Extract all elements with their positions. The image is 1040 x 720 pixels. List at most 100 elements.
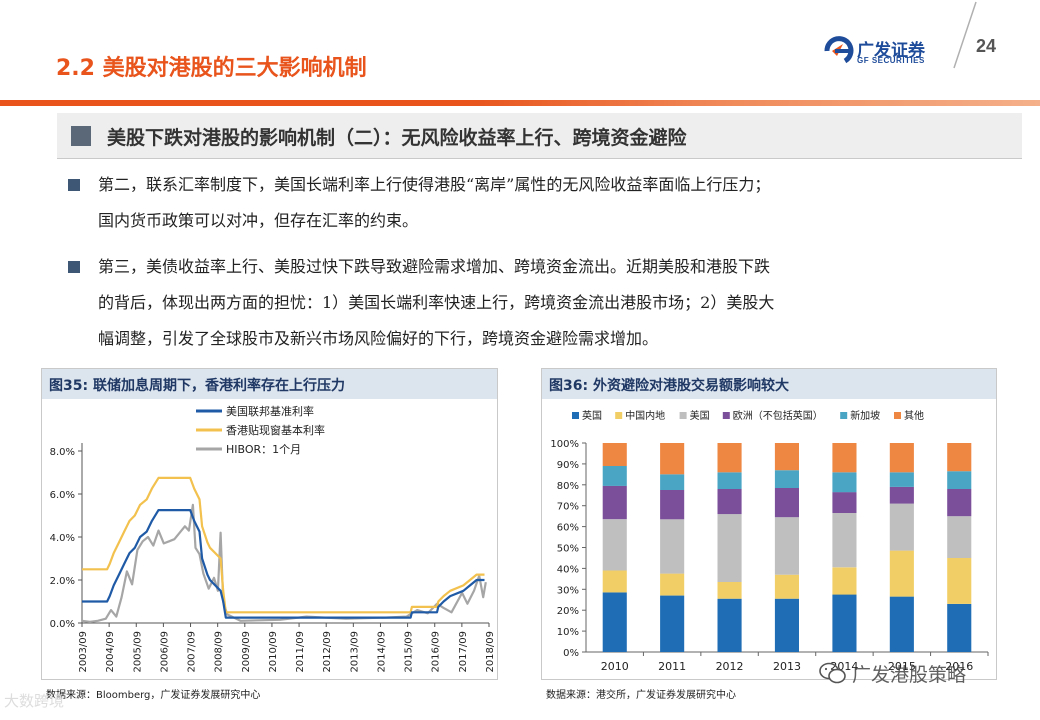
- logo-text: 广发证券: [857, 41, 925, 61]
- y-tick-label: 0%: [563, 648, 579, 659]
- page-title: 2.2 美股对港股的三大影响机制: [56, 56, 367, 81]
- x-tick-label: 2005/09: [132, 631, 143, 673]
- figure-36-panel: 图36: 外资避险对港股交易额影响较大 0% 10% 20% 30% 40% 50% 60%…: [541, 368, 997, 680]
- bar-segment: [889, 486, 914, 504]
- bar-segment: [832, 472, 857, 493]
- bullet-line: 幅调整，引发了全球股市及新兴市场风险偏好的下行，跨境资金避险需求增加。: [98, 329, 659, 348]
- x-tick-label: 2009/09: [241, 631, 252, 673]
- x-tick-label: 2008/09: [214, 631, 225, 673]
- x-tick-label: 2010: [601, 660, 629, 673]
- x-tick-label: 2015: [888, 660, 916, 673]
- section-heading: 美股下跌对港股的影响机制（二）：无风险收益率上行、跨境资金避险: [107, 127, 687, 149]
- bullet-square-icon: [68, 261, 80, 273]
- x-tick-label: 2012/09: [322, 631, 333, 673]
- x-tick-label: 2016: [945, 660, 973, 673]
- bar-segment: [660, 519, 685, 574]
- bar-segment: [889, 596, 914, 652]
- figure-35-source: 数据来源：Bloomberg，广发证券发展研究中心: [46, 690, 261, 701]
- bar-segment: [889, 550, 914, 597]
- header-rule: [0, 100, 1040, 106]
- bar-segment: [889, 472, 914, 487]
- x-tick-label: 2004/09: [105, 631, 116, 673]
- logo-subtext: GF SECURITIES: [857, 56, 925, 65]
- bar-segment: [947, 516, 972, 558]
- bar-segment: [602, 570, 627, 593]
- wechat-icon: [819, 662, 846, 684]
- bar-segment: [889, 503, 914, 551]
- bar-segment: [774, 598, 799, 652]
- bar-segment: [660, 595, 685, 652]
- x-tick-label: 2015/09: [404, 631, 415, 673]
- legend-label: 中国内地: [625, 409, 665, 422]
- legend-swatch: [679, 412, 687, 419]
- figure-36-caption: 图36: 外资避险对港股交易额影响较大: [549, 378, 789, 394]
- figure-35-panel: 图35: 联储加息周期下，香港利率存在上行压力 0.0% 2.0% 4.0% 6.0%…: [41, 368, 498, 680]
- bar-segment: [832, 594, 857, 652]
- y-tick-label: 4.0%: [50, 533, 75, 544]
- bar-segment: [832, 492, 857, 513]
- y-tick-label: 70%: [557, 502, 579, 513]
- bar-segment: [660, 573, 685, 596]
- y-tick-label: 2.0%: [50, 576, 75, 587]
- bar-segment: [947, 603, 972, 652]
- legend-label: 其他: [904, 409, 924, 422]
- rate-line-chart: 0.0% 2.0% 4.0% 6.0% 8.0% 2003/09 2004/09 2005/0…: [50, 404, 496, 673]
- y-tick-label: 30%: [557, 585, 579, 596]
- legend-label: 美国: [690, 409, 710, 422]
- gf-securities-logo: 广发证券 GF SECURITIES: [823, 34, 943, 70]
- figure-36-caption-bar: 图36: 外资避险对港股交易额影响较大: [542, 369, 996, 399]
- figure-35-caption: 图35: 联储加息周期下，香港利率存在上行压力: [49, 378, 345, 394]
- legend-swatch: [894, 412, 901, 419]
- bar-segment: [660, 474, 685, 490]
- bar-segment: [717, 598, 742, 652]
- series-line-0: [82, 509, 485, 619]
- bar-segment: [602, 485, 627, 520]
- bullet-line: 第三，美债收益率上行、美股过快下跌导致避险需求增加、跨境资金流出。近期美股和港股…: [98, 257, 771, 276]
- legend-swatch: [615, 412, 623, 419]
- legend-label: 欧洲（不包括英国）: [733, 409, 823, 422]
- bar-segment: [947, 557, 972, 604]
- legend-swatch: [572, 412, 579, 419]
- corner-watermark: 大数跨境: [4, 692, 65, 710]
- x-tick-label: 2012: [716, 660, 744, 673]
- watermark-text: 广发港股策略: [852, 664, 967, 686]
- y-tick-label: 10%: [557, 627, 579, 638]
- bar-segment: [947, 443, 972, 472]
- bar-segment: [717, 443, 742, 473]
- legend-swatch: [840, 412, 848, 419]
- gf-logo-icon: [824, 36, 854, 64]
- bar-segment: [660, 490, 685, 520]
- y-tick-label: 6.0%: [50, 490, 75, 501]
- bullet-item: 第三，美债收益率上行、美股过快下跌导致避险需求增加、跨境资金流出。近期美股和港股…: [68, 249, 1008, 357]
- bullet-square-icon: [68, 179, 80, 191]
- turnover-stacked-bar-chart: 0% 10% 20% 30% 40% 50% 60% 70% 80% 90% 100% 2010 201…: [550, 409, 989, 673]
- x-tick-label: 2011: [658, 660, 686, 673]
- bar-segment: [774, 487, 799, 518]
- legend-label: HIBOR：1个月: [226, 443, 301, 456]
- legend-label: 美国联邦基准利率: [226, 404, 314, 418]
- legend-label: 香港贴现窗基本利率: [226, 423, 325, 437]
- figure-35-caption-bar: 图35: 联储加息周期下，香港利率存在上行压力: [42, 369, 497, 399]
- bar-segment: [832, 513, 857, 568]
- bar-segment: [717, 582, 742, 599]
- bar-segment: [774, 470, 799, 488]
- bar-segment: [660, 443, 685, 475]
- x-tick-label: 2010/09: [268, 631, 279, 673]
- y-tick-label: 60%: [557, 523, 579, 534]
- bar-segment: [717, 472, 742, 489]
- figure-36-source: 数据来源：港交所，广发证券发展研究中心: [546, 690, 736, 701]
- y-tick-label: 40%: [557, 564, 579, 575]
- bar-segment: [774, 517, 799, 575]
- bar-segment: [774, 443, 799, 471]
- x-tick-label: 2007/09: [187, 631, 198, 673]
- bar-segment: [717, 489, 742, 515]
- bar-segment: [947, 489, 972, 517]
- legend-label: 新加坡: [850, 409, 880, 422]
- bar-segment: [602, 466, 627, 486]
- page-number: 24: [976, 36, 997, 56]
- bullet-line: 第二，联系汇率制度下，美国长端利率上行使得港股“离岸”属性的无风险收益率面临上行…: [98, 175, 771, 194]
- bar-segment: [832, 567, 857, 595]
- bar-segment: [602, 519, 627, 571]
- bar-segment: [774, 574, 799, 599]
- y-tick-label: 0.0%: [50, 619, 75, 630]
